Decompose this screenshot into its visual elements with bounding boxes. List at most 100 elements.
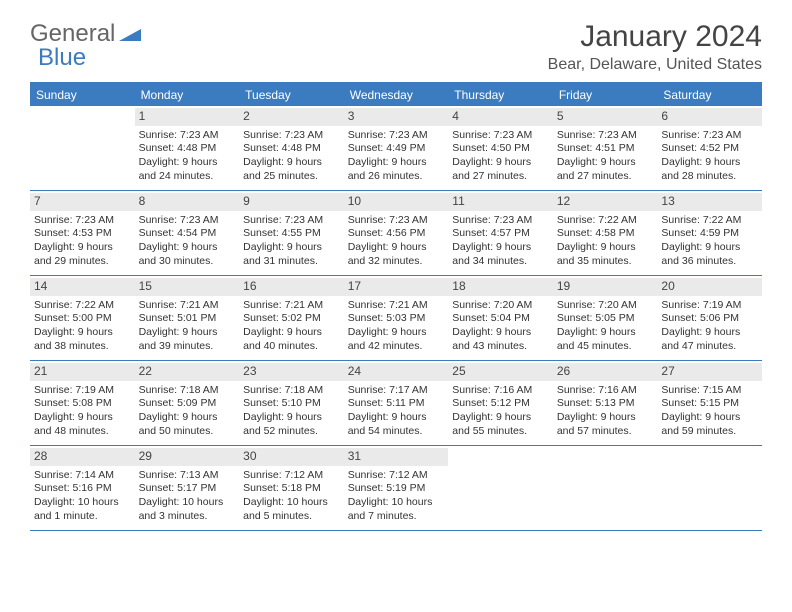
day-cell: 30Sunrise: 7:12 AMSunset: 5:18 PMDayligh… — [239, 446, 344, 530]
day-detail-line: Daylight: 9 hours — [243, 241, 340, 255]
day-detail-line: Sunrise: 7:23 AM — [661, 129, 758, 143]
day-cell: 27Sunrise: 7:15 AMSunset: 5:15 PMDayligh… — [657, 361, 762, 445]
day-cell: 3Sunrise: 7:23 AMSunset: 4:49 PMDaylight… — [344, 106, 449, 190]
day-detail-line: Sunrise: 7:14 AM — [34, 469, 131, 483]
day-detail-line: and 36 minutes. — [661, 255, 758, 269]
day-detail-line: Sunrise: 7:23 AM — [557, 129, 654, 143]
day-detail-line: Sunrise: 7:23 AM — [243, 214, 340, 228]
day-detail-line: Sunset: 5:05 PM — [557, 312, 654, 326]
day-number: 13 — [657, 193, 762, 211]
day-detail-line: Daylight: 9 hours — [243, 326, 340, 340]
day-detail-line: Daylight: 9 hours — [557, 156, 654, 170]
day-detail-line: and 35 minutes. — [557, 255, 654, 269]
day-number: 30 — [239, 448, 344, 466]
day-detail-line: and 42 minutes. — [348, 340, 445, 354]
day-detail-line: Sunset: 4:55 PM — [243, 227, 340, 241]
dow-cell: Tuesday — [239, 84, 344, 106]
day-detail-line: Daylight: 9 hours — [452, 156, 549, 170]
day-detail-line: Daylight: 9 hours — [139, 326, 236, 340]
day-detail-line: Sunrise: 7:21 AM — [243, 299, 340, 313]
day-detail-line: Sunset: 5:19 PM — [348, 482, 445, 496]
day-cell: 16Sunrise: 7:21 AMSunset: 5:02 PMDayligh… — [239, 276, 344, 360]
day-detail-line: Daylight: 9 hours — [661, 326, 758, 340]
day-detail-line: and 34 minutes. — [452, 255, 549, 269]
day-detail-line: Daylight: 9 hours — [452, 326, 549, 340]
day-cell: 14Sunrise: 7:22 AMSunset: 5:00 PMDayligh… — [30, 276, 135, 360]
day-number: 9 — [239, 193, 344, 211]
day-number — [448, 448, 553, 466]
day-detail-line: and 50 minutes. — [139, 425, 236, 439]
day-number — [553, 448, 658, 466]
day-detail-line: and 38 minutes. — [34, 340, 131, 354]
day-number — [30, 108, 135, 126]
day-detail-line: and 43 minutes. — [452, 340, 549, 354]
day-detail-line: Sunrise: 7:18 AM — [139, 384, 236, 398]
day-detail-line: Sunset: 5:06 PM — [661, 312, 758, 326]
day-number: 25 — [448, 363, 553, 381]
day-cell: 2Sunrise: 7:23 AMSunset: 4:48 PMDaylight… — [239, 106, 344, 190]
title-block: January 2024 Bear, Delaware, United Stat… — [548, 20, 762, 74]
day-cell: 21Sunrise: 7:19 AMSunset: 5:08 PMDayligh… — [30, 361, 135, 445]
day-number: 31 — [344, 448, 449, 466]
day-detail-line: Sunrise: 7:18 AM — [243, 384, 340, 398]
day-detail-line: and 7 minutes. — [348, 510, 445, 524]
day-detail-line: Sunset: 4:52 PM — [661, 142, 758, 156]
day-detail-line: and 57 minutes. — [557, 425, 654, 439]
day-number: 8 — [135, 193, 240, 211]
day-number: 17 — [344, 278, 449, 296]
day-detail-line: Sunrise: 7:16 AM — [452, 384, 549, 398]
calendar: SundayMondayTuesdayWednesdayThursdayFrid… — [30, 82, 762, 531]
week-row: 1Sunrise: 7:23 AMSunset: 4:48 PMDaylight… — [30, 106, 762, 191]
day-number: 15 — [135, 278, 240, 296]
day-cell: 8Sunrise: 7:23 AMSunset: 4:54 PMDaylight… — [135, 191, 240, 275]
day-detail-line: Sunset: 4:48 PM — [243, 142, 340, 156]
day-detail-line: Sunrise: 7:20 AM — [452, 299, 549, 313]
dow-cell: Saturday — [657, 84, 762, 106]
day-detail-line: and 5 minutes. — [243, 510, 340, 524]
day-detail-line: and 55 minutes. — [452, 425, 549, 439]
day-number: 22 — [135, 363, 240, 381]
day-detail-line: and 40 minutes. — [243, 340, 340, 354]
day-number: 11 — [448, 193, 553, 211]
day-detail-line: Sunrise: 7:23 AM — [139, 129, 236, 143]
day-detail-line: Sunset: 4:59 PM — [661, 227, 758, 241]
day-number: 5 — [553, 108, 658, 126]
day-detail-line: Sunrise: 7:22 AM — [661, 214, 758, 228]
day-detail-line: Sunrise: 7:23 AM — [139, 214, 236, 228]
day-cell: 12Sunrise: 7:22 AMSunset: 4:58 PMDayligh… — [553, 191, 658, 275]
day-detail-line: and 54 minutes. — [348, 425, 445, 439]
day-detail-line: Sunrise: 7:22 AM — [34, 299, 131, 313]
day-detail-line: Sunset: 4:48 PM — [139, 142, 236, 156]
day-number: 4 — [448, 108, 553, 126]
day-detail-line: Daylight: 9 hours — [34, 326, 131, 340]
day-detail-line: and 45 minutes. — [557, 340, 654, 354]
day-detail-line: and 3 minutes. — [139, 510, 236, 524]
day-detail-line: Daylight: 9 hours — [139, 411, 236, 425]
day-cell: 24Sunrise: 7:17 AMSunset: 5:11 PMDayligh… — [344, 361, 449, 445]
day-cell — [30, 106, 135, 190]
day-detail-line: and 48 minutes. — [34, 425, 131, 439]
day-detail-line: Sunset: 4:58 PM — [557, 227, 654, 241]
day-number: 2 — [239, 108, 344, 126]
day-detail-line: Sunrise: 7:20 AM — [557, 299, 654, 313]
day-number: 21 — [30, 363, 135, 381]
day-detail-line: Daylight: 9 hours — [557, 326, 654, 340]
day-detail-line: Sunrise: 7:19 AM — [34, 384, 131, 398]
day-detail-line: and 39 minutes. — [139, 340, 236, 354]
week-row: 14Sunrise: 7:22 AMSunset: 5:00 PMDayligh… — [30, 276, 762, 361]
day-cell: 4Sunrise: 7:23 AMSunset: 4:50 PMDaylight… — [448, 106, 553, 190]
day-detail-line: Sunset: 5:12 PM — [452, 397, 549, 411]
day-detail-line: and 52 minutes. — [243, 425, 340, 439]
day-detail-line: Sunset: 5:04 PM — [452, 312, 549, 326]
day-detail-line: Sunrise: 7:16 AM — [557, 384, 654, 398]
day-detail-line: Sunrise: 7:23 AM — [452, 129, 549, 143]
day-number: 23 — [239, 363, 344, 381]
day-cell: 25Sunrise: 7:16 AMSunset: 5:12 PMDayligh… — [448, 361, 553, 445]
day-detail-line: Sunrise: 7:21 AM — [139, 299, 236, 313]
day-cell: 5Sunrise: 7:23 AMSunset: 4:51 PMDaylight… — [553, 106, 658, 190]
day-detail-line: Daylight: 10 hours — [139, 496, 236, 510]
day-detail-line: Sunset: 5:10 PM — [243, 397, 340, 411]
day-number: 28 — [30, 448, 135, 466]
day-detail-line: Sunset: 5:16 PM — [34, 482, 131, 496]
day-cell: 10Sunrise: 7:23 AMSunset: 4:56 PMDayligh… — [344, 191, 449, 275]
